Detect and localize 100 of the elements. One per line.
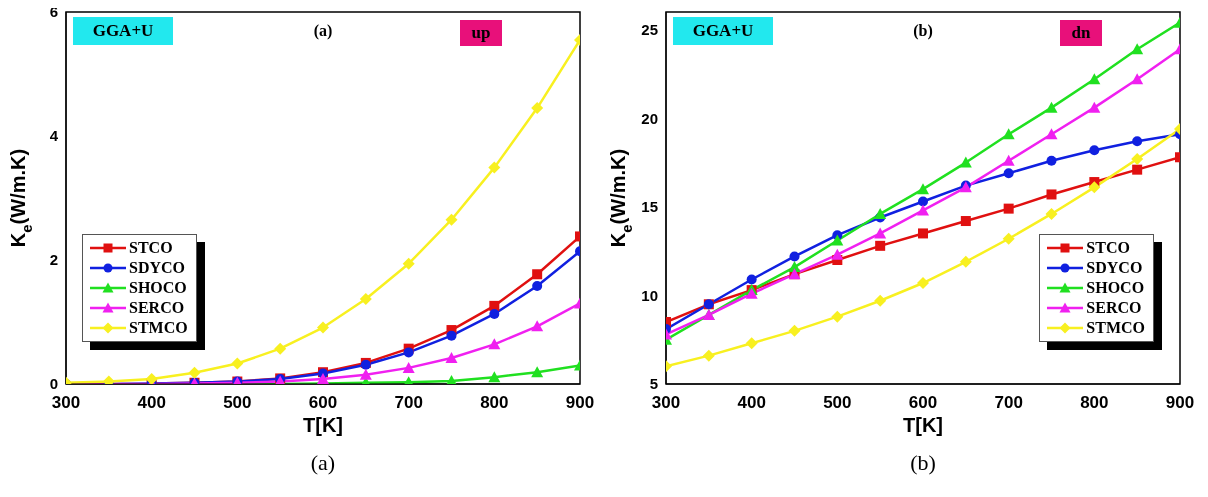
annotation: dn xyxy=(1060,20,1102,46)
point xyxy=(446,330,457,341)
point xyxy=(1046,189,1057,200)
point xyxy=(831,310,844,323)
point xyxy=(831,234,844,246)
point xyxy=(702,349,715,362)
point xyxy=(1002,154,1015,166)
point xyxy=(488,161,501,174)
point xyxy=(1089,145,1100,156)
x-axis-title: T[K] xyxy=(303,414,343,436)
point xyxy=(445,351,458,363)
point xyxy=(1132,164,1143,175)
legend-label: STCO xyxy=(1086,239,1130,257)
x-tick-label: 800 xyxy=(1080,393,1109,413)
point xyxy=(746,274,757,285)
point xyxy=(959,255,972,268)
legend-label: SHOCO xyxy=(129,279,187,297)
point xyxy=(1088,181,1101,194)
point xyxy=(788,324,801,337)
point xyxy=(1088,73,1101,85)
legend-label: SHOCO xyxy=(1086,279,1145,297)
legend-label: SDYCO xyxy=(129,259,186,277)
annotation: GGA+U xyxy=(673,17,773,45)
x-tick-label: 700 xyxy=(994,393,1023,413)
point xyxy=(532,281,543,292)
point xyxy=(402,257,415,270)
y-tick-label: 2 xyxy=(49,251,58,269)
point xyxy=(918,228,928,239)
point xyxy=(317,321,329,334)
point xyxy=(317,373,329,384)
point xyxy=(1131,153,1144,166)
x-tick-label: 500 xyxy=(823,393,852,413)
point xyxy=(1002,232,1015,245)
text: (a) xyxy=(309,450,337,476)
point xyxy=(1003,168,1014,179)
point xyxy=(359,368,372,380)
point xyxy=(1003,203,1014,214)
text: (a) xyxy=(312,22,334,40)
x-tick-label: 700 xyxy=(394,393,423,413)
text: (b) xyxy=(912,22,934,40)
point xyxy=(488,338,501,350)
point xyxy=(1045,128,1058,140)
point xyxy=(874,207,887,219)
legend-label: STCO xyxy=(129,239,173,257)
y-tick-label: 5 xyxy=(649,375,658,393)
y-tick-label: 25 xyxy=(641,21,658,39)
point xyxy=(917,183,929,195)
point xyxy=(1131,73,1144,85)
point xyxy=(531,102,544,115)
point xyxy=(532,269,543,280)
y-tick-label: 20 xyxy=(641,109,658,127)
x-axis-title: T[K] xyxy=(903,414,943,436)
point xyxy=(359,293,372,306)
point xyxy=(445,213,458,226)
x-tick-label: 400 xyxy=(737,393,766,413)
point xyxy=(959,156,972,168)
legend-label: STMCO xyxy=(129,319,188,337)
point xyxy=(789,251,800,262)
x-tick-label: 600 xyxy=(308,393,338,413)
text: (b) xyxy=(909,450,937,476)
annotation: up xyxy=(460,20,502,46)
point xyxy=(1045,207,1058,220)
point xyxy=(1131,43,1144,55)
x-tick-label: 400 xyxy=(137,393,166,413)
x-tick-label: 900 xyxy=(565,393,595,413)
point xyxy=(531,366,544,378)
point xyxy=(917,277,929,290)
point xyxy=(960,216,971,227)
point xyxy=(402,361,415,373)
x-tick-label: 800 xyxy=(480,393,509,413)
point xyxy=(918,196,928,207)
legend-label: SERCO xyxy=(1086,299,1142,317)
point xyxy=(1045,101,1058,113)
y-tick-label: 15 xyxy=(641,198,658,216)
x-tick-label: 300 xyxy=(51,393,81,413)
point xyxy=(831,248,844,260)
point xyxy=(403,347,414,358)
point xyxy=(145,373,158,384)
point xyxy=(1132,136,1143,147)
legend-label: SERCO xyxy=(129,299,185,317)
x-tick-label: 500 xyxy=(223,393,252,413)
point xyxy=(917,204,929,216)
x-tick-label: 900 xyxy=(1165,393,1195,413)
point xyxy=(231,357,244,370)
point xyxy=(488,371,501,383)
point xyxy=(531,320,544,332)
legend-label: SDYCO xyxy=(1086,259,1143,277)
point xyxy=(875,240,886,251)
point xyxy=(745,337,758,350)
point xyxy=(1088,101,1101,113)
point xyxy=(489,308,500,319)
point xyxy=(188,366,201,379)
legend-label: STMCO xyxy=(1086,319,1145,337)
x-tick-label: 300 xyxy=(651,393,681,413)
point xyxy=(1046,155,1057,166)
point xyxy=(874,227,887,239)
x-tick-label: 600 xyxy=(908,393,938,413)
y-tick-label: 0 xyxy=(49,375,58,393)
point xyxy=(874,294,887,307)
point xyxy=(274,342,287,355)
